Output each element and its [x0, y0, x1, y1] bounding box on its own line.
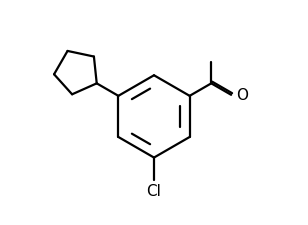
Text: O: O	[237, 88, 249, 103]
Text: Cl: Cl	[147, 183, 161, 198]
